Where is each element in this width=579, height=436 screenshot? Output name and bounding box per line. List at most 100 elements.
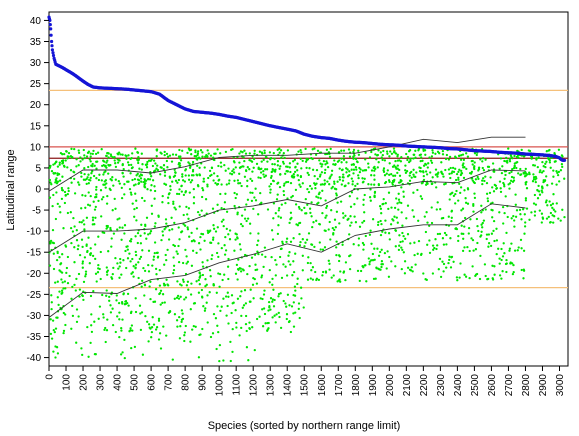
southern-limit-point: [546, 157, 550, 160]
southern-limit-point: [392, 174, 395, 177]
southern-limit-point: [544, 201, 548, 204]
southern-limit-point: [150, 326, 154, 329]
southern-limit-point: [405, 152, 408, 156]
southern-limit-point: [146, 160, 149, 164]
southern-limit-point: [262, 173, 265, 176]
southern-limit-point: [465, 152, 468, 155]
southern-limit-point: [328, 177, 331, 180]
southern-limit-point: [261, 325, 265, 328]
southern-limit-point: [97, 267, 100, 270]
southern-limit-point: [245, 203, 248, 206]
southern-limit-point: [457, 170, 460, 174]
southern-limit-point: [187, 161, 190, 164]
southern-limit-point: [354, 166, 358, 169]
southern-limit-point: [140, 168, 143, 171]
southern-limit-point: [301, 238, 304, 241]
southern-limit-point: [414, 149, 417, 152]
southern-limit-point: [87, 236, 90, 239]
southern-limit-point: [79, 156, 82, 159]
southern-limit-point: [120, 301, 124, 304]
southern-limit-point: [245, 346, 249, 349]
southern-limit-point: [549, 211, 553, 215]
southern-limit-point: [172, 200, 175, 203]
southern-limit-point: [162, 164, 166, 167]
southern-limit-point: [422, 149, 425, 152]
southern-limit-point: [502, 222, 505, 225]
southern-limit-point: [146, 178, 150, 181]
southern-limit-point: [461, 164, 464, 167]
southern-limit-point: [457, 176, 460, 179]
southern-limit-point: [386, 250, 389, 253]
southern-limit-point: [80, 238, 84, 241]
southern-limit-point: [84, 270, 88, 273]
southern-limit-point: [145, 163, 148, 167]
southern-limit-point: [269, 176, 273, 179]
southern-limit-point: [388, 255, 391, 259]
southern-limit-point: [559, 219, 562, 222]
southern-limit-point: [114, 207, 117, 210]
southern-limit-point: [249, 232, 252, 235]
southern-limit-point: [357, 153, 361, 156]
southern-limit-point: [254, 268, 257, 272]
southern-limit-point: [525, 187, 529, 190]
southern-limit-point: [288, 304, 291, 307]
southern-limit-point: [176, 280, 179, 283]
southern-limit-point: [381, 158, 384, 162]
southern-limit-point: [89, 247, 92, 250]
southern-limit-point: [133, 207, 136, 211]
southern-limit-point: [308, 167, 311, 170]
southern-limit-point: [165, 278, 168, 281]
southern-limit-point: [172, 272, 175, 275]
southern-limit-point: [116, 218, 119, 221]
southern-limit-point: [231, 302, 234, 305]
southern-limit-point: [311, 225, 314, 229]
southern-limit-point: [282, 193, 286, 197]
southern-limit-point: [292, 270, 296, 274]
southern-limit-point: [379, 219, 382, 223]
southern-limit-point: [167, 193, 171, 196]
southern-limit-point: [224, 249, 228, 252]
southern-limit-point: [380, 263, 383, 266]
southern-limit-point: [454, 227, 458, 230]
southern-limit-point: [253, 348, 256, 352]
southern-limit-point: [130, 346, 133, 350]
southern-limit-point: [292, 175, 296, 178]
southern-limit-point: [430, 221, 434, 225]
southern-limit-point: [498, 211, 501, 214]
southern-limit-point: [296, 277, 299, 280]
southern-limit-point: [475, 217, 479, 221]
southern-limit-point: [520, 268, 523, 272]
southern-limit-point: [274, 274, 277, 277]
southern-limit-point: [377, 254, 381, 257]
southern-limit-point: [279, 216, 283, 219]
southern-limit-point: [97, 263, 100, 267]
southern-limit-point: [520, 218, 523, 221]
southern-limit-point: [367, 183, 370, 186]
southern-limit-point: [337, 259, 341, 263]
southern-limit-point: [93, 320, 96, 323]
southern-limit-point: [376, 166, 379, 169]
southern-limit-point: [476, 224, 479, 228]
southern-limit-point: [309, 211, 312, 215]
northern-limit-point: [51, 51, 55, 55]
southern-limit-point: [369, 229, 372, 232]
southern-limit-point: [69, 211, 72, 214]
southern-limit-point: [439, 275, 443, 279]
southern-limit-point: [392, 147, 396, 150]
southern-limit-point: [379, 250, 382, 254]
x-tick-label: 700: [164, 374, 175, 391]
southern-limit-point: [523, 232, 526, 235]
southern-limit-point: [330, 173, 333, 176]
southern-limit-point: [370, 183, 373, 186]
y-tick-label: -25: [27, 290, 42, 301]
southern-limit-point: [340, 161, 343, 164]
southern-limit-point: [549, 220, 552, 224]
southern-limit-point: [384, 231, 387, 234]
southern-limit-point: [192, 239, 195, 242]
southern-limit-point: [107, 152, 110, 155]
southern-limit-point: [61, 291, 64, 294]
southern-limit-point: [505, 231, 508, 235]
southern-limit-point: [177, 226, 180, 229]
southern-limit-point: [227, 233, 230, 236]
southern-limit-point: [412, 215, 416, 218]
